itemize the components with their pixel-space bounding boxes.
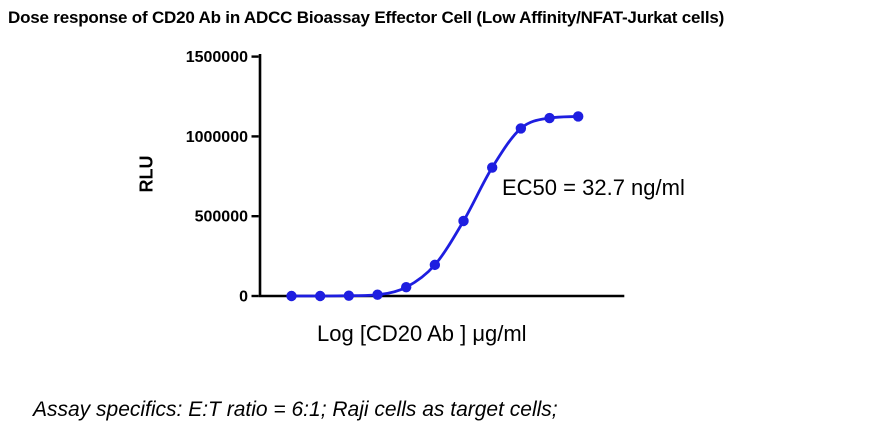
y-tick-label: 1500000	[186, 49, 248, 66]
data-point	[573, 111, 584, 122]
data-point	[372, 289, 383, 300]
ec50-annotation: EC50 = 32.7 ng/ml	[502, 175, 685, 200]
y-tick-label: 1000000	[186, 129, 248, 146]
y-tick-label: 0	[239, 289, 248, 306]
data-point	[429, 259, 441, 271]
data-point	[458, 215, 469, 227]
data-point	[286, 290, 297, 302]
data-point	[400, 282, 412, 293]
axes	[258, 54, 625, 298]
x-axis-label: Log [CD20 Ab ] μg/ml	[317, 321, 527, 346]
y-axis-label: RLU	[136, 155, 157, 193]
data-point	[486, 162, 498, 173]
data-point	[343, 290, 355, 301]
data-point	[515, 123, 527, 134]
data-point	[314, 290, 326, 302]
chart-title: Dose response of CD20 Ab in ADCC Bioassa…	[8, 8, 725, 27]
data-point	[544, 112, 555, 124]
assay-specifics-footnote: Assay specifics: E:T ratio = 6:1; Raji c…	[33, 398, 558, 421]
y-tick-label: 500000	[195, 209, 248, 226]
